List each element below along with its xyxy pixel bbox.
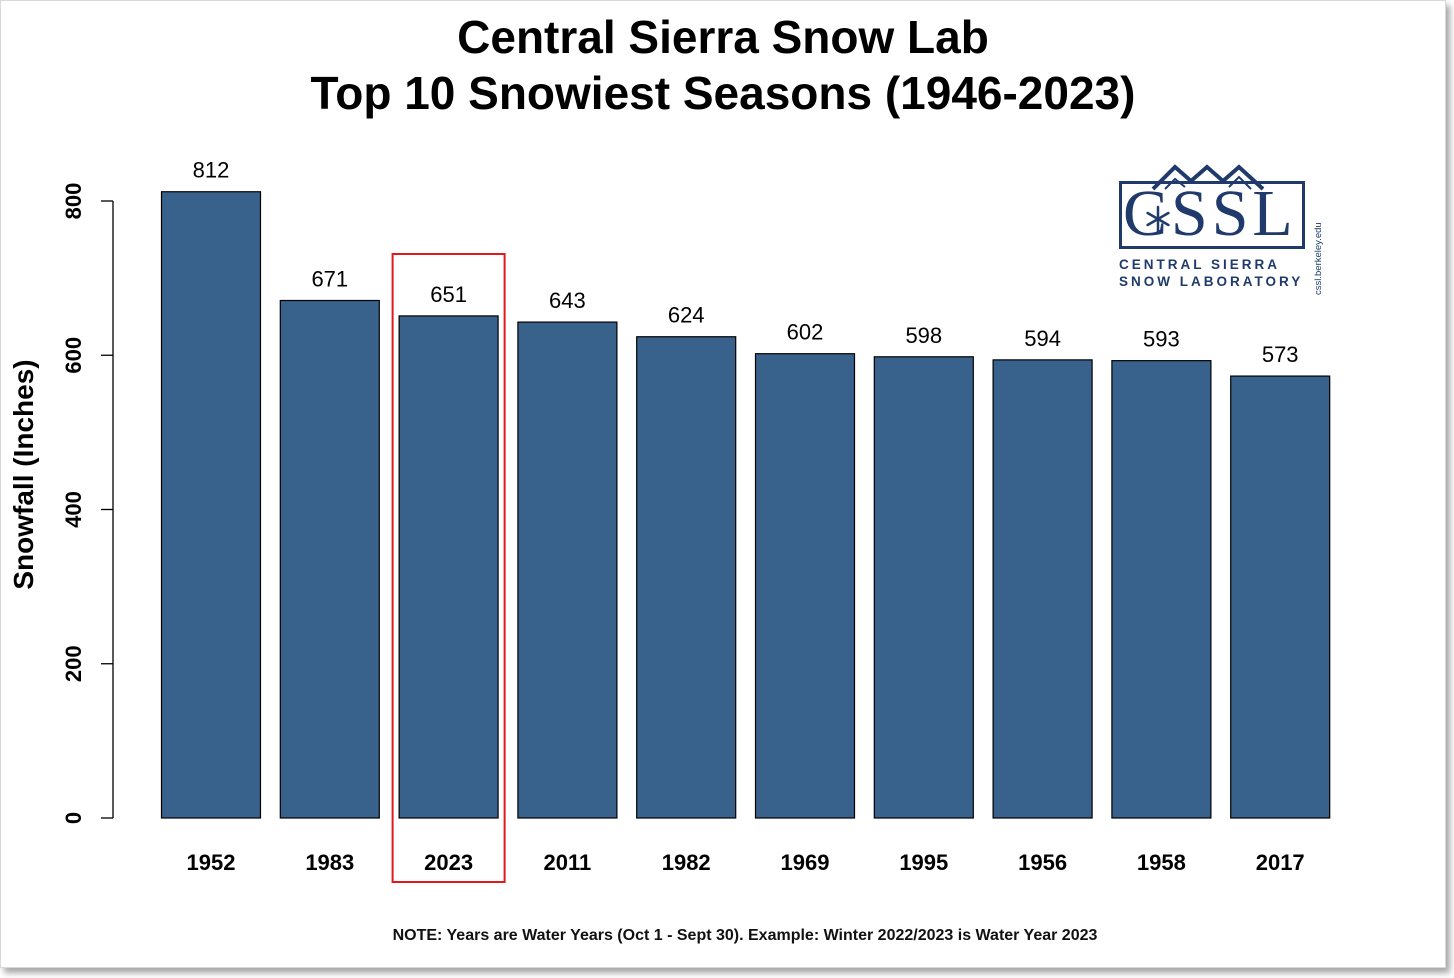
- bar: [636, 336, 737, 819]
- bar: [398, 315, 499, 819]
- highlight-box: [391, 253, 506, 883]
- bar: [873, 356, 974, 819]
- data-label: 598: [905, 323, 942, 348]
- data-label: 593: [1143, 327, 1180, 352]
- y-tick-label: 200: [61, 645, 86, 682]
- data-label: 573: [1262, 342, 1299, 367]
- logo-wordmark: CSSL: [1123, 177, 1297, 250]
- y-tick-label: 0: [61, 812, 86, 824]
- y-axis-title: Snowfall (Inches): [8, 359, 39, 589]
- x-tick-label: 1958: [1137, 850, 1186, 875]
- x-tick-label: 2011: [544, 850, 592, 875]
- logo-line-2: SNOW LABORATORY: [1119, 274, 1304, 289]
- data-label: 671: [311, 266, 348, 291]
- data-label: 651: [430, 282, 467, 307]
- x-tick-label: 1956: [1018, 850, 1067, 875]
- bar: [754, 353, 856, 819]
- footnote: NOTE: Years are Water Years (Oct 1 - Sep…: [392, 927, 1098, 944]
- bar: [1111, 360, 1212, 819]
- data-label: 594: [1024, 326, 1061, 351]
- chart-subtitle: Top 10 Snowiest Seasons (1946-2023): [310, 67, 1136, 119]
- x-tick-label: 1995: [899, 850, 948, 875]
- data-label: 812: [193, 158, 230, 183]
- bar: [992, 359, 1093, 819]
- bar: [279, 299, 380, 819]
- y-tick-label: 600: [61, 337, 86, 374]
- x-tick-label: 1952: [187, 850, 236, 875]
- bar: [160, 191, 262, 819]
- bar: [1230, 375, 1331, 819]
- bar: [517, 321, 618, 819]
- chart-title: Central Sierra Snow Lab: [457, 11, 989, 63]
- x-tick-label: 2017: [1256, 850, 1305, 875]
- x-tick-label: 1969: [781, 850, 830, 875]
- logo-line-1: CENTRAL SIERRA: [1119, 257, 1281, 272]
- data-label: 602: [787, 320, 824, 345]
- x-tick-label: 1982: [662, 850, 711, 875]
- logo-box: [1119, 181, 1305, 249]
- y-tick-label: 400: [61, 491, 86, 528]
- y-tick-label: 800: [61, 183, 86, 220]
- cssl-logo: CSSL CENTRAL SIERRA SNOW LABORATORY cssl…: [1113, 161, 1333, 296]
- svg-text:cssl.berkeley.edu: cssl.berkeley.edu: [1313, 222, 1324, 295]
- logo-url: cssl.berkeley.edu: [1313, 222, 1324, 295]
- x-tick-label: 2023: [424, 850, 473, 875]
- snowflake-icon: [1146, 205, 1170, 233]
- data-label: 643: [549, 288, 586, 313]
- data-label: 624: [668, 303, 705, 328]
- x-tick-label: 1983: [305, 850, 354, 875]
